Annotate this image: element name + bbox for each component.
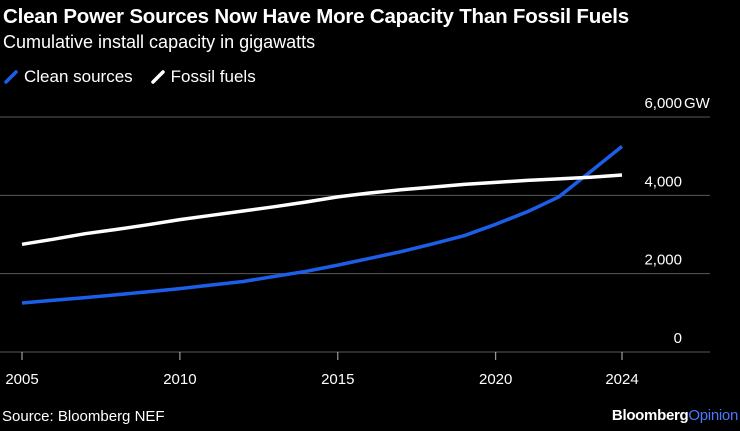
legend-label-clean: Clean sources: [24, 67, 133, 86]
legend-item-clean: Clean sources: [4, 67, 133, 87]
y-tick-label: 4,000: [644, 173, 682, 190]
brand-part2: Opinion: [688, 407, 738, 424]
brand-logo: BloombergOpinion: [612, 407, 738, 424]
chart-title: Clean Power Sources Now Have More Capaci…: [3, 5, 629, 28]
line-chart: 0 2,000 4,000 6,000 GW 2005 2010 2015 2020 2024: [0, 95, 711, 388]
y-tick-label: 2,000: [644, 252, 682, 269]
series-line-clean-sources: [21, 145, 624, 305]
legend-swatch-fossil: [150, 70, 165, 84]
y-tick-label: 6,000: [644, 95, 682, 112]
legend-swatch-clean: [4, 70, 18, 84]
brand-part1: Bloomberg: [611, 407, 689, 424]
source-note: Source: Bloomberg NEF: [2, 408, 165, 425]
x-tick-label: 2020: [479, 371, 512, 388]
legend-label-fossil: Fossil fuels: [170, 67, 256, 86]
legend: Clean sources Fossil fuels: [4, 67, 274, 87]
x-tick-label: 2010: [163, 371, 196, 388]
y-tick-label: 0: [674, 330, 682, 347]
y-unit-label: GW: [684, 95, 711, 112]
x-tick-label: 2015: [321, 371, 354, 388]
x-tick-label: 2005: [5, 371, 38, 388]
x-tick-label: 2024: [605, 371, 638, 388]
legend-item-fossil: Fossil fuels: [150, 67, 256, 87]
chart-subtitle: Cumulative install capacity in gigawatts: [3, 32, 316, 52]
series-line-fossil-fuels: [21, 173, 623, 247]
